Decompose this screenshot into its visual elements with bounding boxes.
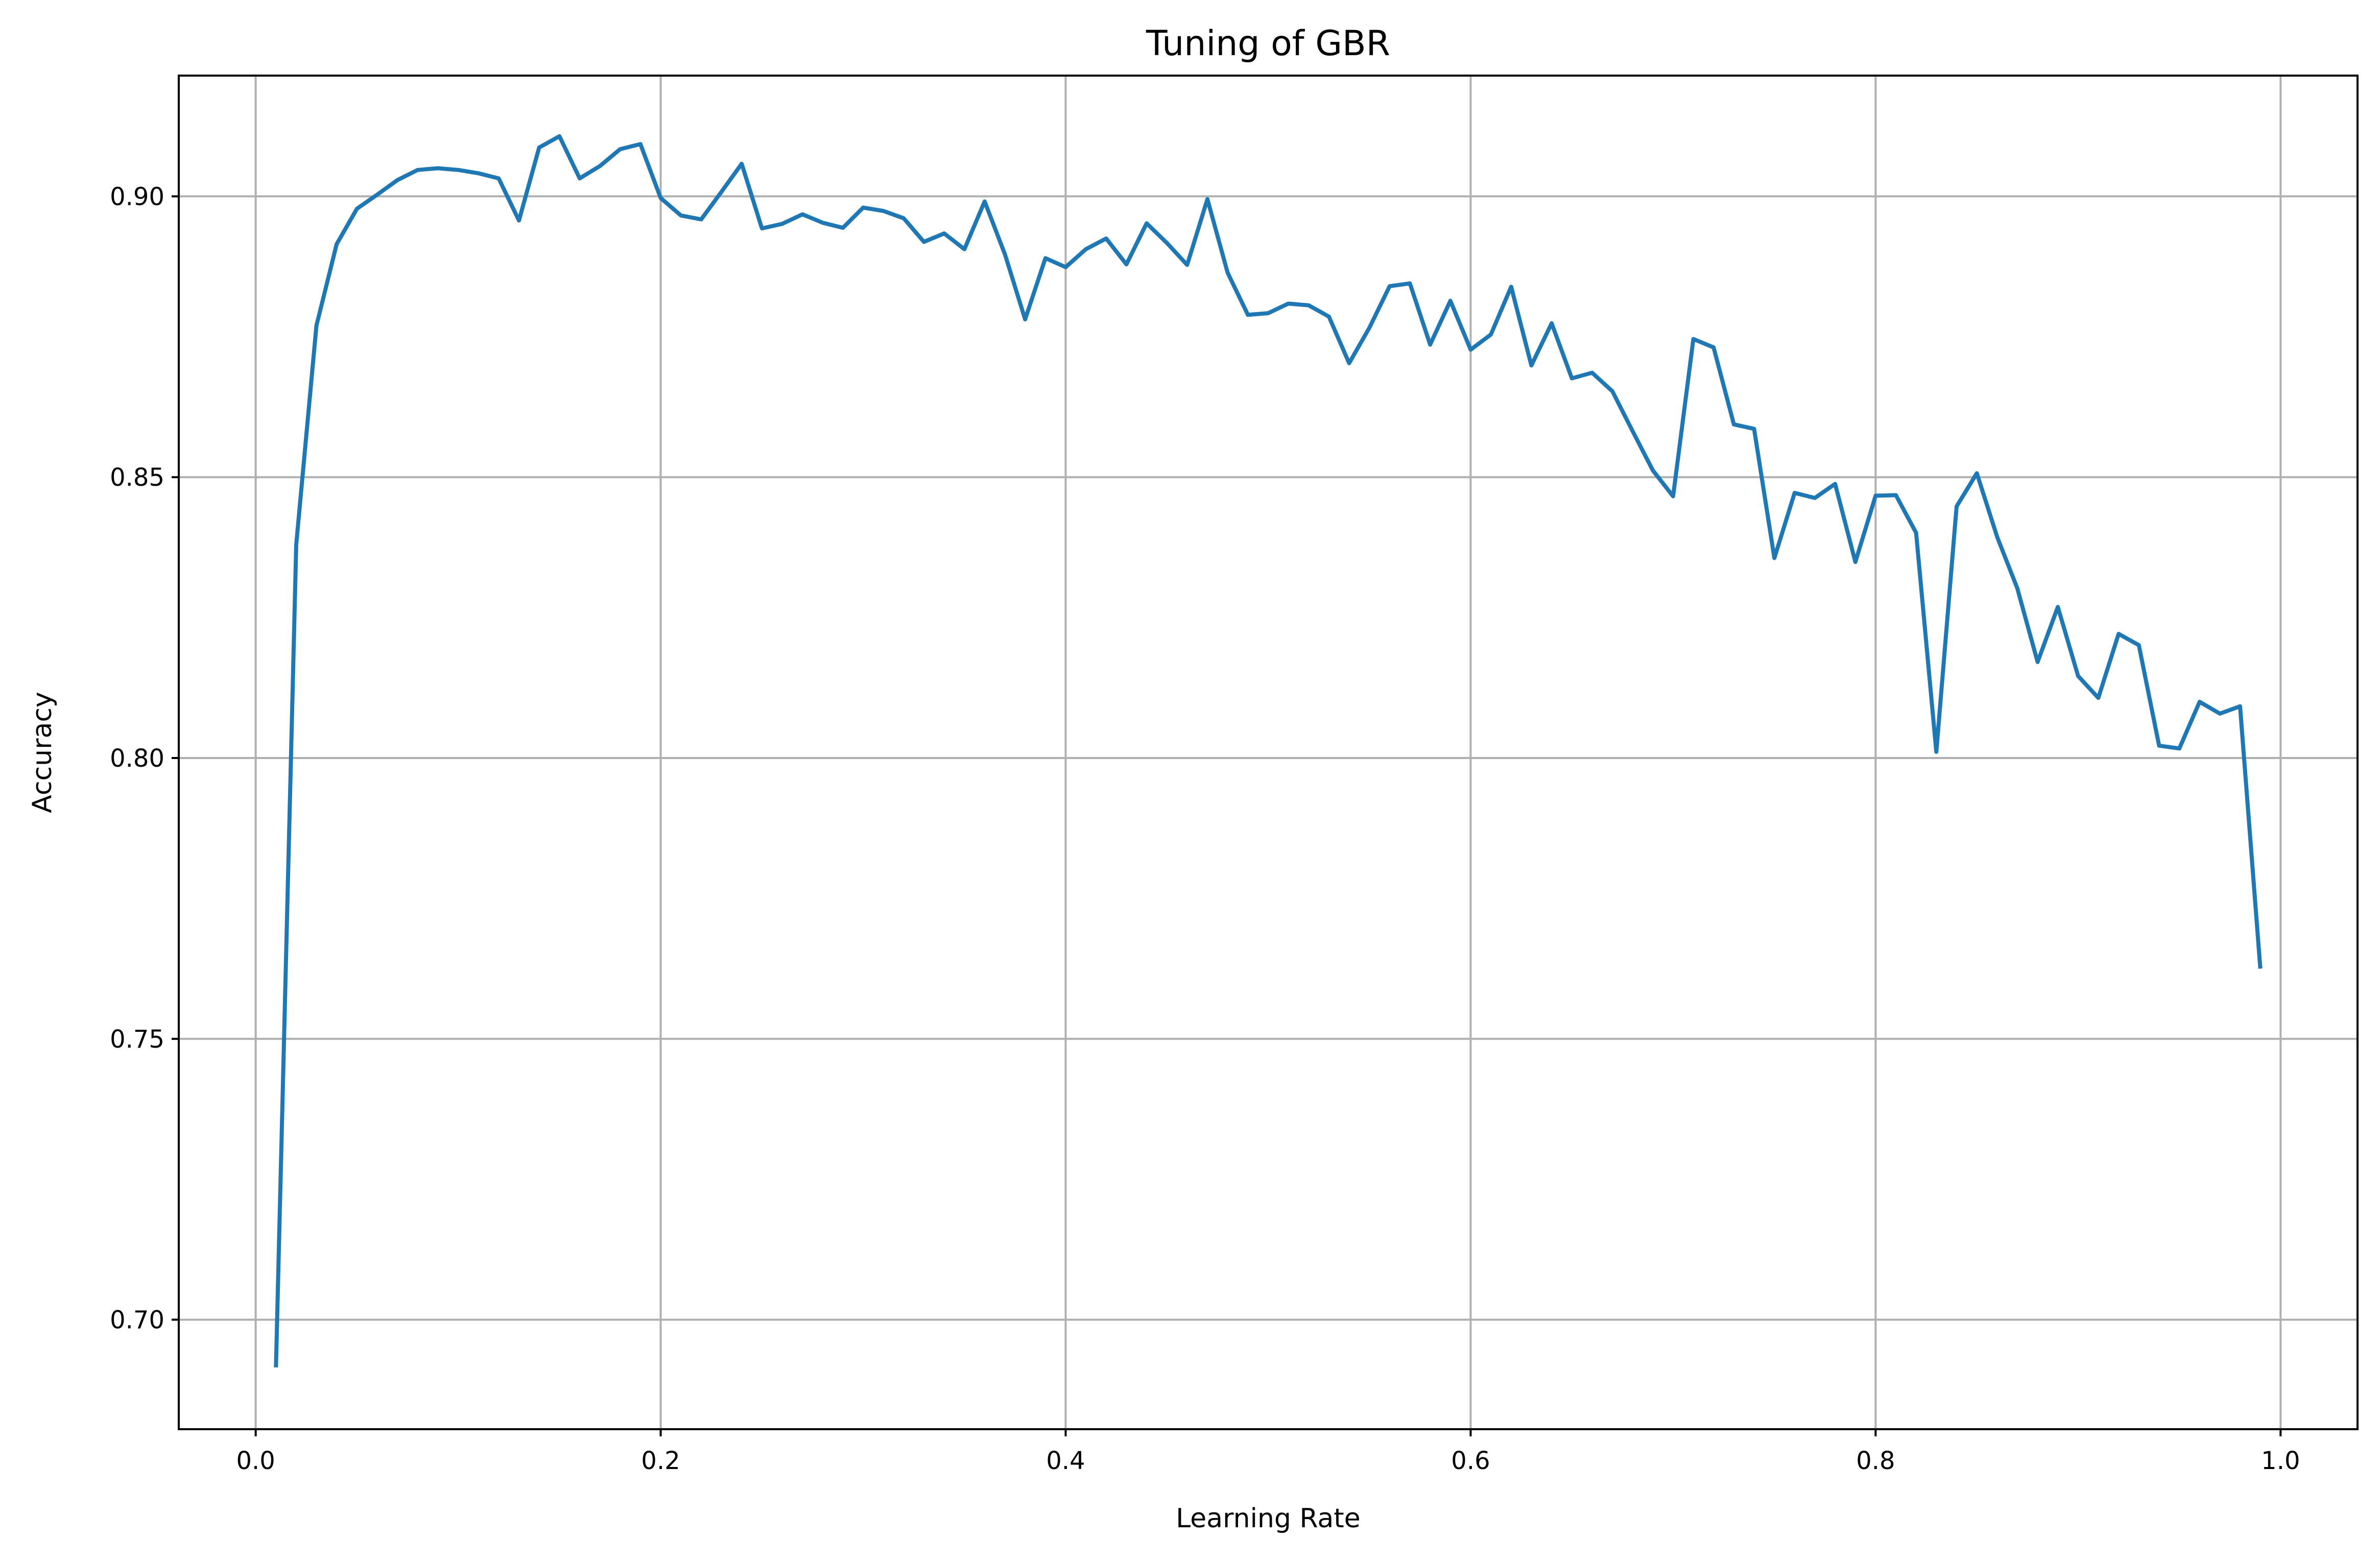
y-tick-label: 0.75 <box>110 1025 164 1054</box>
y-tick-label: 0.90 <box>110 182 164 211</box>
y-axis-label: Accuracy <box>27 692 58 813</box>
grid-lines <box>179 76 2358 1429</box>
x-tick-label: 1.0 <box>2261 1447 2300 1475</box>
x-tick-label: 0.4 <box>1046 1447 1085 1475</box>
series-line <box>274 134 2263 1368</box>
y-tick-label: 0.85 <box>110 463 164 492</box>
x-tick-label: 0.8 <box>1856 1447 1895 1475</box>
x-tick-label: 0.2 <box>641 1447 680 1475</box>
y-tick-label: 0.80 <box>110 744 164 773</box>
chart-title: Tuning of GBR <box>1146 23 1390 64</box>
series-layer <box>274 134 2263 1368</box>
plot-area <box>179 76 2358 1429</box>
y-tick-label: 0.70 <box>110 1306 164 1335</box>
x-axis-ticks: 0.0 0.2 0.4 0.6 0.8 1.0 <box>236 1429 2300 1475</box>
x-axis-label: Learning Rate <box>1176 1503 1361 1534</box>
x-tick-label: 0.0 <box>236 1447 275 1475</box>
plot-frame <box>178 75 2359 1430</box>
x-tick-label: 0.6 <box>1451 1447 1490 1475</box>
y-axis-ticks: 0.70 0.75 0.80 0.85 0.90 <box>110 182 179 1335</box>
